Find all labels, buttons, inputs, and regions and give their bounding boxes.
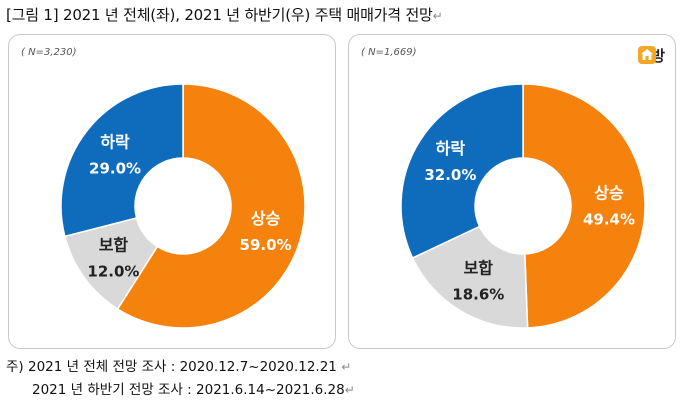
figure-title: [그림 1] 2021 년 전체(좌), 2021 년 하반기(우) 주택 매매… — [6, 4, 443, 25]
zigbang-logo: 직방 — [637, 45, 665, 66]
slice-flat — [411, 225, 529, 329]
figure-title-text: [그림 1] 2021 년 전체(좌), 2021 년 하반기(우) 주택 매매… — [6, 6, 433, 24]
slice-down-label: 하락 — [436, 139, 466, 158]
slice-flat-label: 보합 — [99, 236, 129, 255]
paragraph-mark: ↵ — [341, 360, 352, 374]
note-line-1: 주) 2021 년 전체 전망 조사 : 2020.12.7~2020.12.2… — [6, 356, 355, 379]
slice-down-value: 29.0% — [89, 159, 141, 177]
paragraph-mark: ↵ — [344, 383, 355, 397]
chart-panel-overall-2021: ( N=3,230) 상승 59.0% 보합 12.0% 하락 29.0% — [8, 34, 336, 349]
house-logo-icon — [638, 46, 657, 64]
note-line-2-text: 2021 년 하반기 전망 조사 : 2021.6.14~2021.6.28 — [32, 382, 345, 398]
slice-up-label: 상승 — [251, 209, 281, 228]
slice-down-label: 하락 — [100, 132, 130, 151]
paragraph-mark: ↵ — [432, 9, 443, 23]
note-line-2: 2021 년 하반기 전망 조사 : 2021.6.14~2021.6.28↵ — [6, 379, 355, 402]
survey-notes: 주) 2021 년 전체 전망 조사 : 2020.12.7~2020.12.2… — [6, 356, 355, 402]
slice-down-value: 32.0% — [424, 166, 476, 184]
slice-down — [60, 83, 184, 238]
slice-down — [400, 83, 524, 259]
slice-up — [522, 83, 646, 329]
slice-flat-value: 12.0% — [87, 263, 139, 281]
donut-chart-overall-2021: 상승 59.0% 보합 12.0% 하락 29.0% — [60, 83, 306, 329]
slice-up — [116, 83, 306, 329]
sample-size-label: ( N=3,230) — [21, 47, 77, 58]
slice-up-label: 상승 — [594, 183, 624, 202]
note-line-1-text: 주) 2021 년 전체 전망 조사 : 2020.12.7~2020.12.2… — [6, 359, 342, 375]
chart-panel-second-half-2021: ( N=1,669) 직방 상승 49.4% 보합 18.6% 하락 32.0% — [348, 34, 676, 349]
donut-chart-second-half-2021: 상승 49.4% 보합 18.6% 하락 32.0% — [400, 83, 646, 329]
slice-flat-label: 보합 — [464, 258, 494, 277]
sample-size-label: ( N=1,669) — [361, 47, 417, 58]
slice-up-value: 49.4% — [583, 210, 635, 228]
slice-up-value: 59.0% — [240, 236, 292, 254]
slice-flat-value: 18.6% — [452, 285, 504, 303]
